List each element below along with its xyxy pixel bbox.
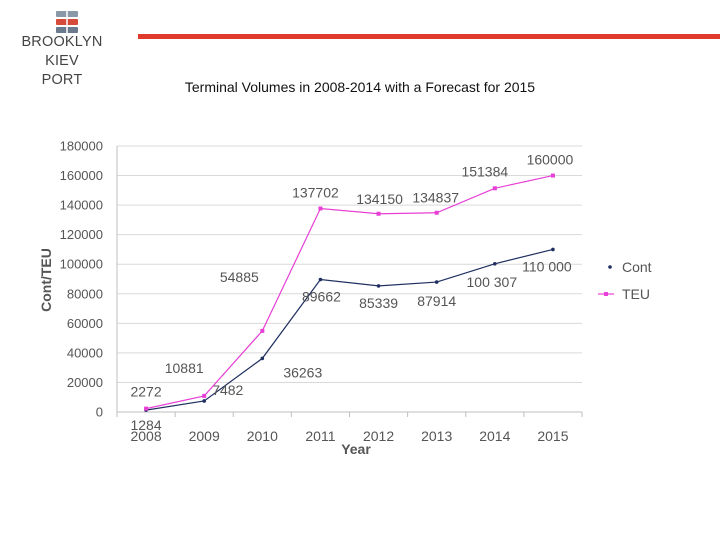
y-tick-label: 120000: [60, 227, 103, 242]
y-tick-label: 80000: [67, 286, 103, 301]
data-label-teu: 151384: [461, 163, 508, 179]
y-tick-label: 160000: [60, 168, 103, 183]
x-tick-label: 2010: [247, 428, 278, 444]
port-container-stack-icon: [56, 11, 78, 33]
y-tick-label: 180000: [60, 139, 103, 154]
data-point-cont: [551, 247, 555, 252]
x-tick-label: 2008: [130, 428, 161, 444]
data-label-cont: 36263: [283, 364, 322, 380]
chart-title: Terminal Volumes in 2008-2014 with a For…: [184, 79, 536, 95]
x-axis-title: Year: [341, 441, 371, 457]
y-tick-label: 100000: [60, 257, 103, 272]
data-point-teu: [318, 206, 323, 211]
data-point-cont: [260, 356, 265, 361]
y-tick-label: 20000: [67, 375, 103, 390]
data-label-cont: 7482: [212, 382, 243, 398]
legend-label-teu: TEU: [622, 286, 650, 302]
data-label-teu: 54885: [220, 269, 259, 285]
x-tick-label: 2015: [537, 428, 568, 444]
data-point-teu: [550, 173, 555, 178]
data-label-teu: 2272: [130, 384, 161, 400]
data-label-cont: 87914: [417, 293, 456, 309]
data-point-cont: [493, 261, 497, 266]
data-label-cont: 1284: [130, 417, 161, 433]
data-point-cont: [318, 277, 323, 282]
data-label-cont: 110 000: [522, 258, 572, 274]
data-point-teu: [202, 393, 207, 398]
x-tick-label: 2013: [421, 428, 452, 444]
data-label-teu: 10881: [165, 360, 204, 376]
logo-line-1: BROOKLYN KIEV: [21, 34, 103, 69]
y-tick-label: 140000: [60, 198, 103, 213]
company-logo: BROOKLYN KIEV PORT: [6, 33, 118, 90]
series-line-teu: [145, 174, 554, 410]
data-point-teu: [434, 210, 439, 215]
header-accent-bar: [138, 34, 720, 39]
series-line-cont: [145, 248, 554, 411]
data-point-cont: [202, 399, 206, 403]
x-tick-label: 2014: [479, 428, 510, 444]
data-label-teu: 134837: [412, 190, 459, 206]
y-axis-title: Cont/TEU: [38, 248, 54, 312]
data-point-cont: [434, 280, 439, 284]
data-label-teu: 137702: [292, 185, 339, 201]
x-tick-label: 2009: [189, 428, 220, 444]
data-point-teu: [492, 186, 497, 191]
logo-line-2: PORT: [41, 72, 83, 88]
legend-marker-teu: [604, 292, 608, 296]
y-tick-label: 0: [96, 405, 103, 420]
legend-marker-cont: [608, 265, 612, 269]
data-label-cont: 85339: [359, 295, 398, 311]
data-point-teu: [260, 328, 265, 333]
data-point-teu: [144, 406, 149, 411]
legend-label-cont: Cont: [622, 259, 652, 275]
x-tick-label: 2012: [363, 428, 394, 444]
data-label-cont: 89662: [302, 288, 341, 304]
y-tick-label: 40000: [67, 345, 103, 360]
data-label-teu: 160000: [527, 152, 574, 168]
data-label-teu: 134150: [356, 191, 403, 207]
y-tick-label: 60000: [67, 316, 103, 331]
data-label-cont: 100 307: [467, 274, 518, 290]
data-point-cont: [376, 284, 381, 288]
x-tick-label: 2011: [305, 428, 335, 444]
data-point-teu: [376, 211, 381, 216]
